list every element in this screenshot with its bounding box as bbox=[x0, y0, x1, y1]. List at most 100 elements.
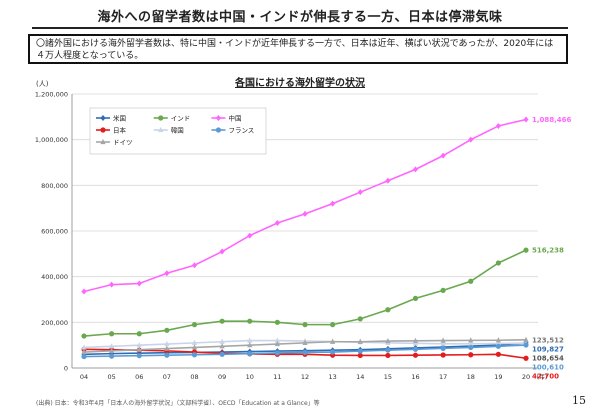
slide-title: 海外への留学者数は中国・インドが伸長する一方、日本は停滞気味 bbox=[97, 10, 503, 25]
x-tick-label: 17 bbox=[439, 373, 447, 381]
data-point bbox=[81, 333, 87, 339]
data-point bbox=[330, 349, 336, 355]
data-point bbox=[495, 351, 501, 357]
data-point bbox=[385, 177, 391, 184]
data-point bbox=[136, 353, 142, 359]
data-point bbox=[274, 337, 280, 343]
data-point bbox=[219, 248, 225, 255]
legend-marker bbox=[215, 115, 222, 121]
data-point bbox=[219, 318, 225, 324]
y-tick-label: 0 bbox=[64, 365, 68, 373]
y-tick-label: 1,200,000 bbox=[35, 91, 68, 99]
data-point bbox=[136, 280, 142, 287]
legend-label: インド bbox=[171, 115, 191, 123]
x-tick-label: 16 bbox=[411, 373, 419, 381]
data-point bbox=[440, 352, 446, 358]
x-tick-label: 06 bbox=[135, 373, 143, 381]
data-point bbox=[495, 122, 501, 129]
data-point bbox=[330, 200, 336, 207]
data-point bbox=[440, 152, 446, 159]
data-point bbox=[385, 347, 391, 353]
y-tick-label: 200,000 bbox=[41, 319, 68, 327]
data-point bbox=[81, 344, 87, 350]
data-point bbox=[219, 338, 225, 344]
page-number: 15 bbox=[572, 394, 586, 407]
data-point bbox=[219, 343, 225, 349]
end-value-label: 100,610 bbox=[532, 363, 564, 371]
data-point bbox=[468, 344, 474, 351]
data-point bbox=[191, 322, 198, 328]
end-value-label: 516,238 bbox=[532, 247, 564, 255]
data-point bbox=[357, 189, 363, 196]
data-point bbox=[440, 287, 446, 293]
data-point bbox=[247, 342, 253, 348]
x-tick-label: 12 bbox=[301, 373, 309, 381]
data-point bbox=[440, 337, 446, 343]
x-tick-label: 13 bbox=[328, 373, 336, 381]
x-tick-label: 20 bbox=[522, 373, 530, 381]
data-point bbox=[109, 353, 115, 359]
data-point bbox=[136, 346, 142, 352]
data-point bbox=[247, 337, 253, 343]
data-point bbox=[468, 278, 474, 284]
end-value-label: 42,700 bbox=[532, 372, 559, 380]
x-axis-suffix: (年) bbox=[537, 373, 548, 381]
data-point bbox=[412, 352, 419, 358]
legend-label: 日本 bbox=[113, 126, 127, 135]
x-tick-label: 09 bbox=[218, 373, 226, 381]
y-tick-label: 1,000,000 bbox=[35, 136, 68, 144]
title-underline bbox=[32, 27, 568, 29]
data-point bbox=[440, 345, 446, 351]
data-point bbox=[81, 288, 87, 295]
data-point bbox=[495, 337, 501, 343]
data-point bbox=[219, 351, 225, 357]
data-point bbox=[412, 295, 419, 301]
data-point bbox=[523, 342, 529, 348]
data-point bbox=[412, 346, 419, 352]
end-value-label: 123,512 bbox=[532, 336, 564, 344]
x-tick-label: 19 bbox=[494, 373, 502, 381]
legend-marker bbox=[100, 127, 106, 133]
x-tick-label: 04 bbox=[80, 373, 88, 381]
data-point bbox=[109, 343, 115, 349]
data-point bbox=[302, 349, 308, 356]
x-tick-label: 05 bbox=[107, 373, 115, 381]
data-point bbox=[523, 336, 529, 342]
legend-label: フランス bbox=[228, 127, 254, 135]
data-point bbox=[109, 281, 115, 288]
data-point bbox=[164, 345, 170, 351]
data-point bbox=[523, 116, 529, 123]
data-point bbox=[468, 340, 474, 346]
x-tick-label: 08 bbox=[190, 373, 198, 381]
end-value-label: 108,654 bbox=[532, 354, 564, 362]
x-tick-label: 11 bbox=[273, 373, 281, 381]
legend-marker bbox=[215, 127, 222, 133]
y-unit-label: (人) bbox=[36, 80, 49, 88]
x-tick-label: 14 bbox=[356, 373, 364, 381]
data-point bbox=[302, 322, 308, 328]
x-tick-label: 15 bbox=[384, 373, 392, 381]
legend-marker bbox=[158, 126, 164, 133]
end-value-label: 109,827 bbox=[532, 345, 564, 353]
legend-label: 韓国 bbox=[171, 126, 184, 135]
legend-label: ドイツ bbox=[113, 139, 133, 147]
data-point bbox=[440, 340, 446, 346]
data-point bbox=[302, 339, 308, 345]
summary-box: 〇諸外国における海外留学者数は、特に中国・インドが近年伸長する一方で、日本は近年… bbox=[28, 34, 568, 64]
data-point bbox=[357, 352, 363, 359]
data-point bbox=[247, 232, 253, 239]
data-point bbox=[357, 316, 363, 322]
legend-marker bbox=[100, 138, 106, 145]
data-point bbox=[495, 260, 501, 266]
source-note: (出典) 日本：令和3年4月「日本人の海外留学状況」（文部科学省）、OECD「E… bbox=[36, 400, 320, 407]
legend-box bbox=[89, 107, 267, 155]
chart-title: 各国における海外留学の状況 bbox=[235, 78, 365, 89]
legend-marker bbox=[100, 115, 106, 121]
data-point bbox=[81, 348, 87, 355]
data-point bbox=[330, 322, 336, 328]
data-point bbox=[164, 352, 170, 358]
data-point bbox=[357, 338, 363, 344]
data-point bbox=[385, 307, 391, 313]
data-point bbox=[523, 355, 529, 361]
x-tick-label: 18 bbox=[467, 373, 475, 381]
